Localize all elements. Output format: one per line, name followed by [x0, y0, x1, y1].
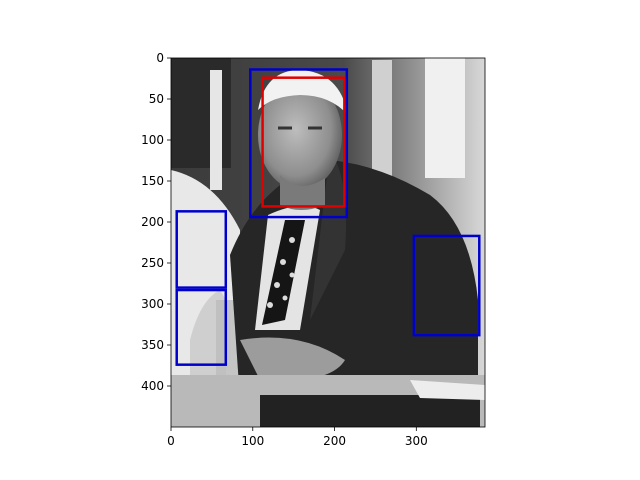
y-tick-label: 400 [141, 379, 164, 393]
blue-box-3 [175, 288, 228, 366]
y-tick-label: 0 [156, 51, 164, 65]
y-tick-label: 150 [141, 174, 164, 188]
y-tick-label: 200 [141, 215, 164, 229]
red-box-1 [261, 76, 346, 208]
y-tick-label: 250 [141, 256, 164, 270]
bounding-boxes [175, 68, 481, 366]
blue-box-2 [175, 210, 228, 289]
y-tick-label: 100 [141, 133, 164, 147]
y-axis: 0 50 100 150 200 250 300 350 400 [141, 51, 171, 393]
grayscale-photo [171, 58, 485, 427]
blue-box-0 [249, 68, 349, 219]
y-tick-label: 300 [141, 297, 164, 311]
blue-box-4 [412, 234, 481, 337]
x-tick-label: 0 [167, 434, 175, 448]
x-tick-label: 200 [323, 434, 346, 448]
x-tick-label: 100 [241, 434, 264, 448]
y-tick-label: 50 [149, 92, 164, 106]
plot-frame [170, 57, 486, 428]
y-tick-label: 350 [141, 338, 164, 352]
x-tick-label: 300 [405, 434, 428, 448]
x-axis: 0 100 200 300 [167, 427, 428, 448]
